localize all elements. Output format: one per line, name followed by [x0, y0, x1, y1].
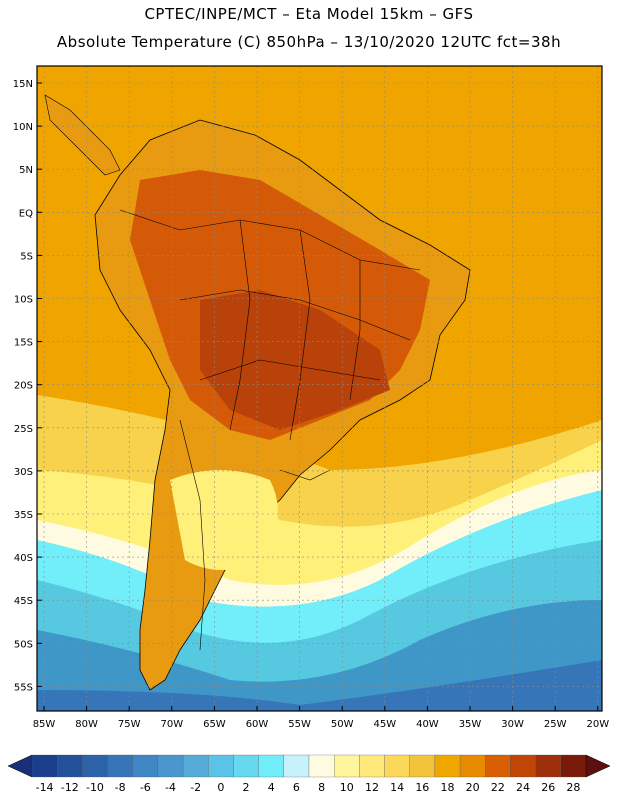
legend-label: 20: [466, 781, 480, 794]
legend-swatch: [157, 754, 184, 778]
legend-swatch: [359, 754, 385, 778]
lat-label: 25S: [14, 424, 33, 435]
lat-label: 50S: [14, 639, 33, 650]
legend-label: 28: [566, 781, 580, 794]
legend-under-arrow: [7, 754, 33, 778]
chart-title-line1: CPTEC/INPE/MCT – Eta Model 15km – GFS: [144, 5, 474, 23]
lat-label: 20S: [14, 381, 33, 392]
lat-label: 45S: [14, 596, 33, 607]
lat-label: 10S: [14, 295, 33, 306]
legend-label: 14: [390, 781, 404, 794]
legend-swatch: [459, 754, 486, 778]
latitude-labels: 15N 10N 5N EQ 5S 10S 15S 20S 25S 30S 35S 40S 45S 50S 5…: [13, 79, 42, 693]
lat-label: 40S: [14, 553, 33, 564]
lon-label: 75W: [118, 719, 141, 730]
legend-swatch: [107, 754, 133, 778]
legend-label: -10: [86, 781, 104, 794]
legend-swatch: [31, 754, 58, 778]
legend-swatch: [434, 754, 461, 778]
legend-swatch: [132, 754, 159, 778]
central-america: [44, 94, 121, 176]
legend-label: -4: [165, 781, 176, 794]
legend-swatch: [208, 754, 234, 778]
legend-swatch: [57, 754, 83, 778]
legend-label: 10: [340, 781, 354, 794]
latitude-gridlines: [37, 82, 602, 687]
lon-label: 85W: [33, 719, 56, 730]
lat-label: 35S: [14, 510, 33, 521]
lat-label: 30S: [14, 467, 33, 478]
field-band-m8: [37, 660, 602, 711]
lat-label: EQ: [19, 208, 33, 219]
legend-label: 24: [516, 781, 530, 794]
hottest-region: [200, 290, 390, 430]
lon-label: 45W: [373, 719, 396, 730]
legend-label: 12: [365, 781, 379, 794]
legend-label: 2: [243, 781, 250, 794]
legend-label: 6: [293, 781, 300, 794]
legend-swatch: [233, 754, 259, 778]
lon-label: 70W: [160, 719, 183, 730]
lon-label: 80W: [75, 719, 98, 730]
lat-label: 55S: [14, 682, 33, 693]
legend-swatch: [82, 754, 108, 778]
lat-label: 15S: [14, 338, 33, 349]
lon-label: 60W: [246, 719, 269, 730]
legend-swatch: [334, 754, 360, 778]
legend-swatch: [283, 754, 310, 778]
legend-swatch: [409, 754, 436, 778]
cool-plateau: [170, 470, 278, 570]
chart-title-line2: Absolute Temperature (C) 850hPa – 13/10/…: [56, 33, 562, 51]
legend-label: 26: [541, 781, 555, 794]
color-legend: -14 -12 -10 -8 -6 -4 -2 0 2 4 6 8 10 12 14 16 18 20 22 24 26…: [7, 754, 611, 794]
lat-label: 5N: [19, 165, 33, 176]
legend-over-arrow: [585, 754, 611, 778]
lon-label: 50W: [331, 719, 354, 730]
country-borders: [119, 209, 421, 651]
lon-label: 65W: [203, 719, 226, 730]
legend-label: 4: [268, 781, 275, 794]
legend-label: -14: [36, 781, 54, 794]
legend-label: 22: [491, 781, 505, 794]
legend-swatch: [510, 754, 536, 778]
legend-swatch: [485, 754, 511, 778]
legend-label: -8: [115, 781, 126, 794]
lon-label: 30W: [501, 719, 524, 730]
lon-label: 20W: [586, 719, 609, 730]
legend-label: 18: [441, 781, 455, 794]
lon-label: 35W: [459, 719, 482, 730]
legend-swatch: [535, 754, 561, 778]
legend-label: 8: [318, 781, 325, 794]
lat-label: 15N: [13, 79, 33, 90]
longitude-labels: 85W 80W 75W 70W 65W 60W 55W 50W 45W 40W 35W 30W 25W 2…: [33, 706, 609, 730]
map-frame: [36, 65, 603, 712]
lon-label: 55W: [288, 719, 311, 730]
legend-swatch: [308, 754, 335, 778]
lon-label: 40W: [416, 719, 439, 730]
legend-label: -12: [61, 781, 79, 794]
legend-swatch: [560, 754, 587, 778]
legend-label: -6: [140, 781, 151, 794]
legend-swatch: [384, 754, 410, 778]
lon-label: 25W: [544, 719, 567, 730]
legend-swatch: [258, 754, 284, 778]
lat-label: 10N: [13, 122, 33, 133]
legend-label: 0: [217, 781, 224, 794]
legend-label: 16: [415, 781, 429, 794]
legend-label: -2: [190, 781, 201, 794]
legend-swatch: [182, 754, 209, 778]
lat-label: 5S: [20, 251, 33, 262]
